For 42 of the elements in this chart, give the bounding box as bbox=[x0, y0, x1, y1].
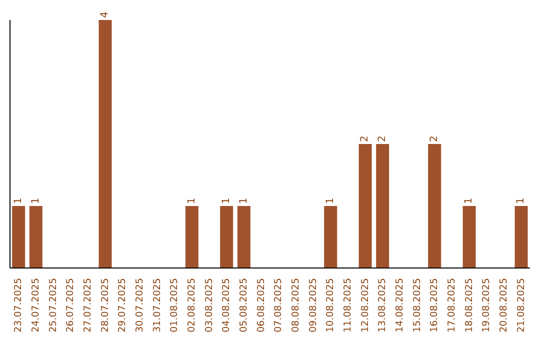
x-tick-label: 05.08.2025 bbox=[238, 278, 250, 332]
data-label: 1 bbox=[13, 198, 24, 204]
x-tick-label: 14.08.2025 bbox=[394, 278, 406, 332]
data-label: 1 bbox=[186, 198, 198, 204]
data-label: 2 bbox=[377, 136, 388, 142]
x-tick-label: 02.08.2025 bbox=[186, 278, 198, 332]
x-tick-label: 04.08.2025 bbox=[221, 278, 232, 332]
x-tick-label: 07.08.2025 bbox=[273, 278, 284, 332]
x-tick-label: 31.07.2025 bbox=[152, 278, 163, 332]
x-tick-label: 29.07.2025 bbox=[117, 278, 128, 332]
data-label: 1 bbox=[325, 198, 336, 204]
data-label: 1 bbox=[30, 198, 42, 204]
x-tick-label: 25.07.2025 bbox=[48, 278, 59, 332]
x-tick-label: 10.08.2025 bbox=[325, 278, 336, 332]
x-tick-label: 26.07.2025 bbox=[65, 278, 76, 332]
data-label: 1 bbox=[238, 198, 250, 204]
x-tick-label: 28.07.2025 bbox=[100, 278, 111, 332]
x-tick-label: 24.07.2025 bbox=[30, 278, 42, 332]
data-label: 1 bbox=[516, 198, 527, 204]
x-tick-label: 18.08.2025 bbox=[464, 278, 475, 332]
data-label: 2 bbox=[360, 136, 371, 142]
x-tick-label: 08.08.2025 bbox=[290, 278, 302, 332]
x-tick-label: 09.08.2025 bbox=[308, 278, 319, 332]
x-tick-label: 21.08.2025 bbox=[516, 278, 527, 332]
data-label: 1 bbox=[221, 198, 232, 204]
x-tick-label: 12.08.2025 bbox=[360, 278, 371, 332]
x-tick-label: 27.07.2025 bbox=[82, 278, 94, 332]
x-tick-label: 03.08.2025 bbox=[204, 278, 215, 332]
x-tick-label: 17.08.2025 bbox=[446, 278, 458, 332]
x-tick-label: 20.08.2025 bbox=[498, 278, 510, 332]
data-label: 1 bbox=[464, 198, 475, 204]
x-tick-label: 11.08.2025 bbox=[342, 278, 354, 332]
x-tick-label: 15.08.2025 bbox=[412, 278, 423, 332]
x-tick-label: 30.07.2025 bbox=[134, 278, 146, 332]
x-tick-label: 19.08.2025 bbox=[481, 278, 492, 332]
x-tick-label: 01.08.2025 bbox=[169, 278, 180, 332]
x-tick-label: 16.08.2025 bbox=[429, 278, 440, 332]
x-tick-label: 06.08.2025 bbox=[256, 278, 267, 332]
data-label: 4 bbox=[100, 12, 111, 18]
data-label: 2 bbox=[429, 136, 440, 142]
x-tick-label: 23.07.2025 bbox=[13, 278, 24, 332]
x-tick-label: 13.08.2025 bbox=[377, 278, 388, 332]
